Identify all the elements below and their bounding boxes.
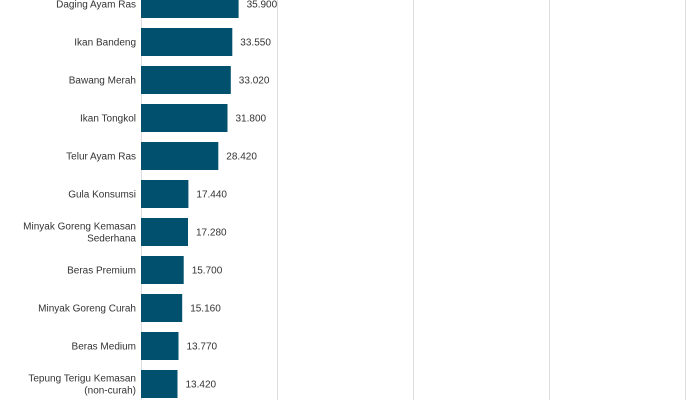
- category-label-line: Daging Ayam Ras: [56, 0, 136, 11]
- value-label-7: 15.700: [192, 266, 223, 277]
- bar-6: [141, 218, 188, 246]
- bar-1: [141, 28, 233, 56]
- category-label-line: Minyak Goreng Kemasan: [23, 222, 136, 233]
- value-label-8: 15.160: [190, 304, 221, 315]
- category-label-line: Tepung Terigu Kemasan: [28, 374, 136, 385]
- category-label-line: Bawang Merah: [69, 76, 136, 87]
- value-label-1: 33.550: [240, 38, 271, 49]
- category-label-line: Ikan Bandeng: [74, 38, 136, 49]
- category-label-10: Tepung Terigu Kemasan (non-curah): [28, 374, 136, 397]
- value-label-4: 28.420: [226, 152, 257, 163]
- category-label-4: Telur Ayam Ras: [66, 152, 136, 163]
- category-label-2: Bawang Merah: [69, 76, 136, 87]
- value-label-9: 13.770: [187, 342, 218, 353]
- category-label-5: Gula Konsumsi: [68, 190, 136, 201]
- value-label-5: 17.440: [196, 190, 227, 201]
- bar-5: [141, 180, 189, 208]
- bar-7: [141, 256, 184, 284]
- value-label-6: 17.280: [196, 228, 227, 239]
- category-label-line: Telur Ayam Ras: [66, 152, 136, 163]
- category-label-0: Daging Ayam Ras: [56, 0, 136, 11]
- value-label-10: 13.420: [186, 380, 217, 391]
- category-label-7: Beras Premium: [67, 266, 136, 277]
- bar-4: [141, 142, 219, 170]
- bar-9: [141, 332, 179, 360]
- category-label-line: Beras Premium: [67, 266, 136, 277]
- category-label-1: Ikan Bandeng: [74, 38, 136, 49]
- category-label-6: Minyak Goreng Kemasan Sederhana: [23, 222, 136, 245]
- bar-3: [141, 104, 228, 132]
- labels: 35.900 Daging Ayam Ras 33.550 Ikan Bandeng 3…: [23, 0, 277, 397]
- category-label-line: Gula Konsumsi: [68, 190, 136, 201]
- category-label-line: Sederhana: [87, 234, 136, 245]
- bar-10: [141, 370, 178, 398]
- category-label-8: Minyak Goreng Curah: [38, 304, 136, 315]
- category-label-line: (non-curah): [84, 386, 136, 397]
- value-label-3: 31.800: [236, 114, 267, 125]
- bars: [141, 0, 239, 398]
- category-label-9: Beras Medium: [72, 342, 136, 353]
- value-label-2: 33.020: [239, 76, 270, 87]
- category-label-3: Ikan Tongkol: [80, 114, 136, 125]
- bar-8: [141, 294, 183, 322]
- bar-2: [141, 66, 231, 94]
- value-label-0: 35.900: [247, 0, 278, 11]
- category-label-line: Minyak Goreng Curah: [38, 304, 136, 315]
- bar-0: [141, 0, 239, 18]
- category-label-line: Ikan Tongkol: [80, 114, 136, 125]
- category-label-line: Beras Medium: [72, 342, 136, 353]
